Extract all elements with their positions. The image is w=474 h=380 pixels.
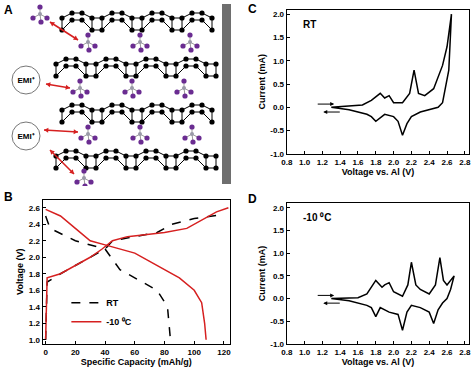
svg-text:2.0: 2.0 xyxy=(29,253,41,262)
svg-text:2.4: 2.4 xyxy=(424,348,436,357)
svg-text:2.6: 2.6 xyxy=(29,204,41,213)
svg-text:1.0: 1.0 xyxy=(299,158,311,167)
svg-text:B: B xyxy=(4,190,13,204)
svg-text:1.6: 1.6 xyxy=(352,158,364,167)
svg-text:Voltage (V): Voltage (V) xyxy=(15,249,25,295)
svg-text:1.5: 1.5 xyxy=(273,226,285,235)
svg-text:Current (mA): Current (mA) xyxy=(257,54,267,110)
svg-text:0.8: 0.8 xyxy=(281,158,293,167)
svg-text:C: C xyxy=(248,2,257,16)
svg-text:2.8: 2.8 xyxy=(459,158,471,167)
svg-text:0.0: 0.0 xyxy=(273,294,285,303)
svg-text:2.0: 2.0 xyxy=(388,158,400,167)
svg-text:1.6: 1.6 xyxy=(352,348,364,357)
svg-text:1.5: 1.5 xyxy=(273,33,285,42)
svg-text:2.2: 2.2 xyxy=(406,158,418,167)
svg-text:EMI⁺: EMI⁺ xyxy=(17,132,34,141)
svg-text:0: 0 xyxy=(43,348,48,357)
svg-text:1.0: 1.0 xyxy=(273,249,285,258)
svg-text:1.8: 1.8 xyxy=(29,270,41,279)
svg-text:40: 40 xyxy=(101,348,110,357)
svg-text:2.6: 2.6 xyxy=(441,348,453,357)
svg-text:RT: RT xyxy=(303,19,316,30)
svg-text:-0.5: -0.5 xyxy=(270,317,284,326)
svg-text:A: A xyxy=(4,3,13,17)
svg-text:100: 100 xyxy=(188,348,202,357)
svg-text:1.0: 1.0 xyxy=(299,348,311,357)
svg-text:2.2: 2.2 xyxy=(29,237,41,246)
svg-text:1.0: 1.0 xyxy=(29,336,41,345)
svg-text:80: 80 xyxy=(160,348,169,357)
svg-text:1.4: 1.4 xyxy=(335,348,347,357)
svg-text:Voltage vs. Al (V): Voltage vs. Al (V) xyxy=(342,357,415,367)
svg-text:-1.0: -1.0 xyxy=(270,340,284,349)
svg-text:EMI⁺: EMI⁺ xyxy=(17,76,34,85)
svg-text:2.8: 2.8 xyxy=(459,348,471,357)
svg-text:2.0: 2.0 xyxy=(273,204,285,213)
svg-text:1.2: 1.2 xyxy=(317,348,329,357)
svg-text:2.0: 2.0 xyxy=(388,348,400,357)
svg-text:1.4: 1.4 xyxy=(29,303,41,312)
svg-text:0.5: 0.5 xyxy=(273,272,285,281)
svg-text:Specific Capacity (mAh/g): Specific Capacity (mAh/g) xyxy=(81,357,192,367)
svg-text:D: D xyxy=(248,192,257,206)
svg-text:20: 20 xyxy=(71,348,80,357)
svg-text:1.8: 1.8 xyxy=(370,158,382,167)
svg-text:1.0: 1.0 xyxy=(273,57,285,66)
svg-text:120: 120 xyxy=(217,348,231,357)
svg-text:0.8: 0.8 xyxy=(281,348,293,357)
svg-text:0.0: 0.0 xyxy=(273,103,285,112)
svg-text:-10 ⁰C: -10 ⁰C xyxy=(106,317,132,327)
svg-text:2.4: 2.4 xyxy=(29,220,41,229)
svg-text:-1.0: -1.0 xyxy=(270,150,284,159)
svg-text:-10 ⁰C: -10 ⁰C xyxy=(303,212,331,223)
svg-text:2.2: 2.2 xyxy=(406,348,418,357)
svg-text:-0.5: -0.5 xyxy=(270,126,284,135)
svg-text:0.5: 0.5 xyxy=(273,80,285,89)
svg-text:1.2: 1.2 xyxy=(317,158,329,167)
svg-text:2.6: 2.6 xyxy=(441,158,453,167)
svg-text:1.4: 1.4 xyxy=(335,158,347,167)
svg-text:1.6: 1.6 xyxy=(29,286,41,295)
svg-text:RT: RT xyxy=(106,298,118,308)
svg-text:2.4: 2.4 xyxy=(424,158,436,167)
svg-text:Current (mA): Current (mA) xyxy=(257,246,267,302)
svg-text:1.2: 1.2 xyxy=(29,319,41,328)
svg-text:2.0: 2.0 xyxy=(273,10,285,19)
svg-text:1.8: 1.8 xyxy=(370,348,382,357)
svg-text:Voltage vs. Al (V): Voltage vs. Al (V) xyxy=(342,167,415,177)
svg-text:60: 60 xyxy=(130,348,139,357)
